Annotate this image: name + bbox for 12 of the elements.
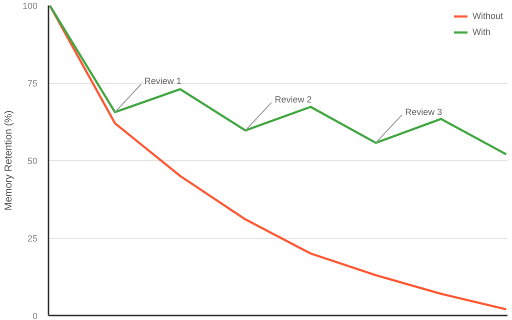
legend-label: Without <box>472 11 503 21</box>
annotation: Review 1 <box>144 76 182 86</box>
legend-label: With <box>472 27 492 37</box>
y-tick-label: 100 <box>22 1 38 11</box>
y-tick-label: 25 <box>27 234 38 244</box>
annotation: Review 2 <box>274 94 312 105</box>
y-axis-title: Memory Retention (%) <box>3 110 14 211</box>
line-series <box>48 6 508 156</box>
annotation: Review 3 <box>405 106 442 117</box>
y-tick-label: 75 <box>27 78 38 88</box>
y-tick-label: 0 <box>32 311 38 320</box>
y-tick-label: 50 <box>27 156 38 166</box>
